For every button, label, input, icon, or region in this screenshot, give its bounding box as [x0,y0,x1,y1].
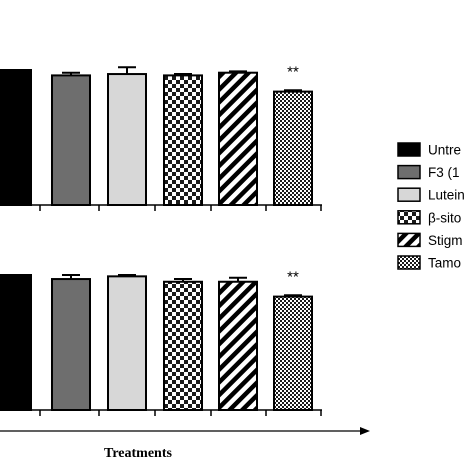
significance-2-6: ** [287,268,299,285]
legend-swatch-2 [397,164,421,180]
legend-swatch-5 [397,232,421,248]
legend-label-6: Tamo [428,256,461,271]
bar-1-2 [51,74,91,207]
x-axis-label: Treatments [104,446,172,461]
legend-label-5: Stigm [428,233,463,248]
legend-swatch-6 [397,255,421,270]
bar-2-6 [273,295,313,412]
legend-swatch-1 [397,142,421,157]
panel-2: ** [0,268,322,416]
bar-2-3 [107,275,147,411]
bar-1-4 [163,74,203,207]
legend-label-4: β-sito [428,210,461,225]
legend-label-2: F3 (1 [428,165,460,180]
bar-2-5 [218,280,258,411]
x-axis-arrowhead [360,427,370,435]
legend-label-1: Untre [428,143,461,158]
legend-swatch-4 [397,210,421,225]
bar-1-5 [218,71,258,206]
bar-1-1 [0,69,32,206]
legend-label-3: Lutein [428,188,465,203]
bar-1-6 [273,90,313,206]
legend-swatch-3 [397,187,421,202]
bar-1-3 [107,73,147,206]
bar-2-1 [0,274,32,411]
significance-1-6: ** [287,63,299,80]
panel-1: ** [0,63,322,211]
bar-2-4 [163,280,203,411]
bar-2-2 [51,278,91,411]
